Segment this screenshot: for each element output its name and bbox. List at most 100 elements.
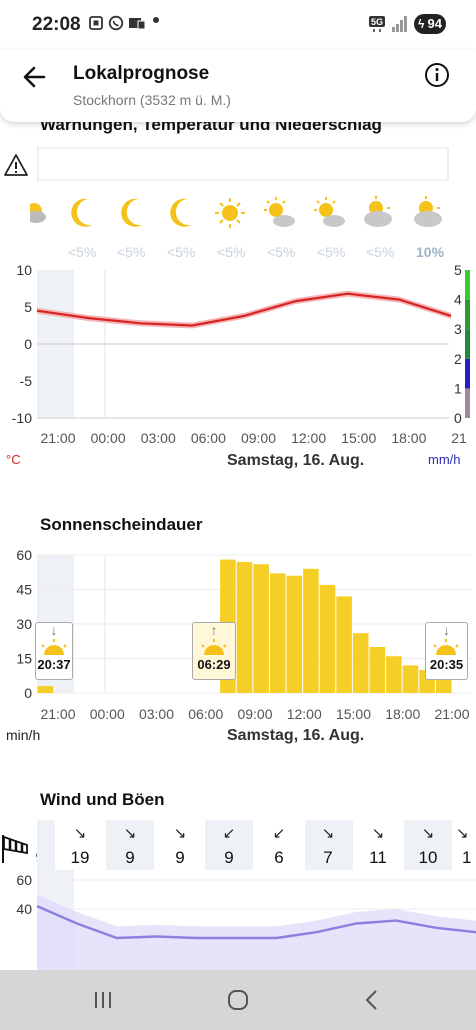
- x-tick-label: 18:00: [385, 706, 420, 722]
- precip-scale-band: [465, 358, 470, 389]
- temperature-line: [36, 292, 452, 327]
- notification-dot-icon: [153, 17, 159, 23]
- sunrise-icon: [201, 639, 227, 655]
- battery-level: 94: [427, 16, 442, 31]
- status-time: 22:08: [32, 14, 81, 35]
- wind-direction-icon: ↘: [421, 825, 435, 842]
- arrow-up-icon: ↑: [210, 622, 218, 638]
- info-icon[interactable]: [424, 62, 450, 88]
- sunset-marker[interactable]: ↓ 20:35: [425, 622, 468, 680]
- wind-direction-icon: ↘: [123, 825, 137, 842]
- mail-icon: [129, 18, 146, 30]
- whatsapp-icon: [108, 15, 124, 31]
- sun-cloud-icon: [264, 197, 295, 227]
- x-tick-label: 06:00: [191, 430, 226, 446]
- battery-indicator: ϟ 94: [414, 14, 446, 34]
- x-tick-label: 00:00: [90, 706, 125, 722]
- sunshine-bar: [386, 656, 402, 693]
- precip-pct: <5%: [68, 244, 97, 260]
- sunset-marker[interactable]: ↓ 20:37: [35, 622, 73, 680]
- wind-direction-icon: ↘: [371, 825, 385, 842]
- x-tick-label: 09:00: [241, 430, 276, 446]
- weather-icons-row: [30, 196, 442, 228]
- warnings-bar[interactable]: [37, 147, 449, 181]
- y-tick-label: 10: [16, 262, 32, 278]
- wind-column-shade: [404, 820, 452, 870]
- wind-speed: 9: [17, 848, 37, 868]
- precip-scale-band: [465, 270, 470, 300]
- wind-chart[interactable]: 60 40: [0, 870, 476, 970]
- sunshine-bar: [303, 568, 319, 693]
- recent-apps-icon[interactable]: [92, 990, 114, 1010]
- sunrise-time: 06:29: [197, 657, 231, 672]
- x-tick-label: 03:00: [141, 430, 176, 446]
- wind-direction-icon: ↙: [272, 825, 286, 842]
- sun-partial-cloud-icon: [30, 203, 46, 223]
- y2-tick-label: 5: [454, 262, 462, 278]
- x-tick-label: 06:00: [188, 706, 223, 722]
- status-bar: 22:08 5G ϟ 94: [0, 0, 476, 50]
- warning-triangle-icon[interactable]: [3, 153, 29, 177]
- section-title-sunshine: Sonnenscheindauer: [40, 515, 203, 534]
- precip-pct: <5%: [366, 244, 395, 260]
- wind-speed: 9: [125, 848, 135, 867]
- wind-speed: 19: [70, 848, 90, 867]
- wind-direction-icon: ↘: [73, 825, 87, 842]
- windsock-icon: [2, 835, 28, 863]
- wind-column-shade: [305, 820, 353, 870]
- wind-column-shade: [106, 820, 154, 870]
- sunshine-bar: [336, 596, 352, 693]
- screenshot-icon: [89, 16, 103, 30]
- precip-pct: <5%: [317, 244, 346, 260]
- y-tick-label: 30: [16, 616, 32, 632]
- temperature-band: [37, 290, 451, 329]
- sunshine-unit: min/h: [6, 727, 41, 743]
- page-title: Lokalprognose: [73, 63, 210, 84]
- sunset-time: 20:37: [37, 657, 71, 672]
- arrow-down-icon: ↓: [50, 622, 58, 638]
- app-header: Lokalprognose Stockhorn (3532 m ü. M.): [0, 50, 476, 122]
- x-tick-label: 15:00: [341, 430, 376, 446]
- x-tick-label: 03:00: [139, 706, 174, 722]
- page-subtitle: Stockhorn (3532 m ü. M.): [73, 92, 231, 108]
- sunshine-bar: [286, 575, 303, 693]
- arrow-left-icon[interactable]: [18, 60, 52, 94]
- x-tick-label: 21:00: [40, 706, 75, 722]
- sunshine-bar: [37, 686, 54, 693]
- y2-tick-label: 0: [454, 410, 462, 426]
- moon-icon: [170, 198, 191, 227]
- home-icon[interactable]: [226, 988, 250, 1012]
- wind-column-shade: [205, 820, 253, 870]
- sunshine-bar: [352, 633, 369, 693]
- precip-scale-band: [465, 329, 470, 359]
- y-tick-label: -5: [20, 373, 33, 389]
- wind-line: [36, 905, 476, 940]
- wind-direction-icon: ↘: [321, 825, 335, 842]
- wind-direction-icon: ↘: [456, 825, 469, 842]
- y-tick-label: 15: [16, 651, 32, 667]
- moon-icon: [71, 198, 92, 227]
- x-tick-label: 12:00: [287, 706, 322, 722]
- sunset-icon: [41, 639, 67, 655]
- sunshine-bar: [319, 584, 336, 693]
- sunshine-bar: [369, 647, 386, 693]
- sunshine-bar: [236, 561, 253, 693]
- sunrise-marker[interactable]: ↑ 06:29: [192, 622, 236, 680]
- x-tick-label: 09:00: [237, 706, 272, 722]
- back-nav-icon[interactable]: [362, 988, 382, 1012]
- y2-tick-label: 1: [454, 380, 462, 396]
- y2-tick-label: 2: [454, 351, 462, 367]
- chart-date: Samstag, 16. Aug.: [227, 452, 365, 469]
- precip-scale-band: [465, 299, 470, 330]
- wind-speed: 9: [224, 848, 234, 867]
- wind-speed: 7: [323, 848, 333, 867]
- y-tick-label: 40: [16, 901, 32, 917]
- sun-cloud-icon: [364, 196, 392, 227]
- system-nav-bar: [0, 970, 476, 1030]
- precip-pct: <5%: [267, 244, 296, 260]
- precip-unit: mm/h: [428, 452, 461, 467]
- sunshine-bar: [435, 676, 452, 693]
- network-5g-icon: 5G: [369, 16, 385, 32]
